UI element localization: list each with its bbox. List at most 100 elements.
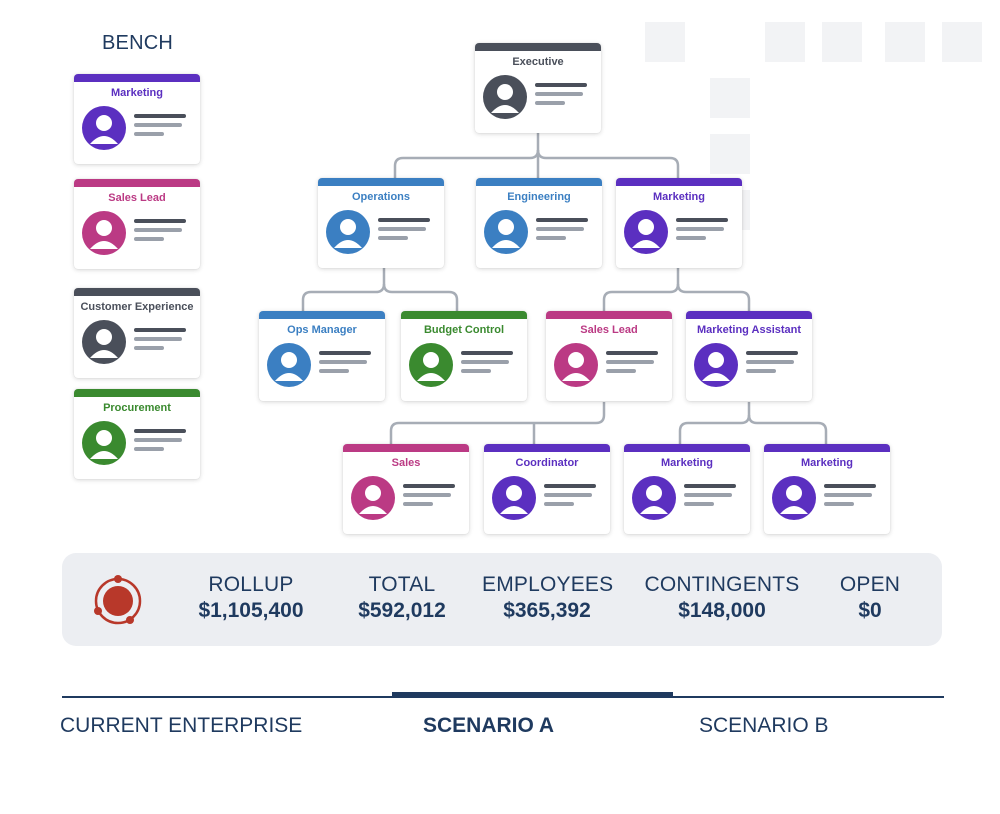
org-card-marketing-assistant[interactable]: Marketing Assistant xyxy=(686,311,812,401)
card-color-bar xyxy=(74,74,200,82)
card-color-bar xyxy=(616,178,742,186)
org-card-budget-control[interactable]: Budget Control xyxy=(401,311,527,401)
person-avatar-icon xyxy=(82,421,126,465)
card-label: Marketing Assistant xyxy=(696,324,802,336)
placeholder-lines xyxy=(461,351,513,378)
budget-rollup-icon xyxy=(94,575,142,625)
placeholder-lines xyxy=(134,429,186,456)
bench-card-procurement[interactable]: Procurement xyxy=(74,389,200,479)
org-card-engineering[interactable]: Engineering xyxy=(476,178,602,268)
person-avatar-icon xyxy=(351,476,395,520)
card-color-bar xyxy=(74,389,200,397)
card-color-bar xyxy=(546,311,672,319)
person-avatar-icon xyxy=(694,343,738,387)
person-avatar-icon xyxy=(492,476,536,520)
tab-scenario-a[interactable]: SCENARIO A xyxy=(423,714,555,737)
placeholder-lines xyxy=(824,484,876,511)
card-label: Customer Experience xyxy=(80,301,194,313)
tab-current-enterprise[interactable]: CURRENT ENTERPRISE xyxy=(60,714,303,737)
org-card-ops-manager[interactable]: Ops Manager xyxy=(259,311,385,401)
person-avatar-icon xyxy=(409,343,453,387)
card-color-bar xyxy=(764,444,890,452)
placeholder-lines xyxy=(319,351,371,378)
placeholder-lines xyxy=(134,328,186,355)
placeholder-lines xyxy=(536,218,588,245)
placeholder-lines xyxy=(606,351,658,378)
bench-card-customer-experience[interactable]: Customer Experience xyxy=(74,288,200,378)
placeholder-lines xyxy=(535,83,587,110)
metric-value: $0 xyxy=(858,599,882,622)
budget-summary-panel: ROLLUP $1,105,400 TOTAL $592,012 EMPLOYE… xyxy=(62,553,942,646)
card-label: Sales xyxy=(391,457,421,469)
placeholder-lines xyxy=(684,484,736,511)
person-avatar-icon xyxy=(554,343,598,387)
placeholder-lines xyxy=(403,484,455,511)
person-avatar-icon xyxy=(267,343,311,387)
metric-rollup: ROLLUP $1,105,400 xyxy=(193,573,309,623)
card-label: Coordinator xyxy=(515,457,579,469)
placeholder-lines xyxy=(378,218,430,245)
placeholder-lines xyxy=(134,114,186,141)
bench-card-sales-lead[interactable]: Sales Lead xyxy=(74,179,200,269)
metric-label: EMPLOYEES xyxy=(482,573,614,596)
metric-label: TOTAL xyxy=(368,573,436,596)
card-label: Marketing xyxy=(661,457,713,469)
card-color-bar xyxy=(484,444,610,452)
background-tile xyxy=(885,22,925,62)
card-color-bar xyxy=(318,178,444,186)
tab-scenario-b[interactable]: SCENARIO B xyxy=(699,714,829,737)
background-tile xyxy=(710,134,750,174)
org-chart-connectors xyxy=(301,132,828,446)
org-card-marketing[interactable]: Marketing xyxy=(616,178,742,268)
card-color-bar xyxy=(401,311,527,319)
card-color-bar xyxy=(343,444,469,452)
org-card-executive[interactable]: Executive xyxy=(475,43,601,133)
person-avatar-icon xyxy=(82,211,126,255)
org-card-sales-lead[interactable]: Sales Lead xyxy=(546,311,672,401)
card-color-bar xyxy=(259,311,385,319)
card-label: Procurement xyxy=(103,402,171,414)
background-tile xyxy=(645,22,685,62)
card-label: Engineering xyxy=(507,191,571,203)
placeholder-lines xyxy=(134,219,186,246)
metric-value: $148,000 xyxy=(678,599,766,622)
org-card-marketing-1[interactable]: Marketing xyxy=(624,444,750,534)
card-color-bar xyxy=(74,288,200,296)
metric-label: ROLLUP xyxy=(208,573,294,596)
placeholder-lines xyxy=(676,218,728,245)
org-card-sales[interactable]: Sales xyxy=(343,444,469,534)
card-label: Sales Lead xyxy=(108,192,166,204)
person-avatar-icon xyxy=(82,320,126,364)
org-card-operations[interactable]: Operations xyxy=(318,178,444,268)
metric-value: $592,012 xyxy=(358,599,446,622)
metric-value: $365,392 xyxy=(503,599,591,622)
card-label: Budget Control xyxy=(423,324,505,336)
card-color-bar xyxy=(624,444,750,452)
bench-title: BENCH xyxy=(102,32,174,54)
background-tile xyxy=(822,22,862,62)
metric-employees: EMPLOYEES $365,392 xyxy=(482,573,614,623)
background-tile xyxy=(710,78,750,118)
metric-label: OPEN xyxy=(839,573,901,596)
active-tab-indicator xyxy=(392,692,673,698)
metric-contingents: CONTINGENTS $148,000 xyxy=(642,573,802,623)
placeholder-lines xyxy=(544,484,596,511)
placeholder-lines xyxy=(746,351,798,378)
card-label: Marketing xyxy=(111,87,163,99)
person-avatar-icon xyxy=(772,476,816,520)
card-color-bar xyxy=(475,43,601,51)
card-label: Marketing xyxy=(653,191,705,203)
person-avatar-icon xyxy=(484,210,528,254)
card-color-bar xyxy=(74,179,200,187)
person-avatar-icon xyxy=(82,106,126,150)
card-label: Ops Manager xyxy=(287,324,357,336)
background-tile xyxy=(765,22,805,62)
person-avatar-icon xyxy=(624,210,668,254)
person-avatar-icon xyxy=(326,210,370,254)
org-card-marketing-2[interactable]: Marketing xyxy=(764,444,890,534)
card-label: Operations xyxy=(351,191,411,203)
card-color-bar xyxy=(476,178,602,186)
card-color-bar xyxy=(686,311,812,319)
org-card-coordinator[interactable]: Coordinator xyxy=(484,444,610,534)
bench-card-marketing[interactable]: Marketing xyxy=(74,74,200,164)
